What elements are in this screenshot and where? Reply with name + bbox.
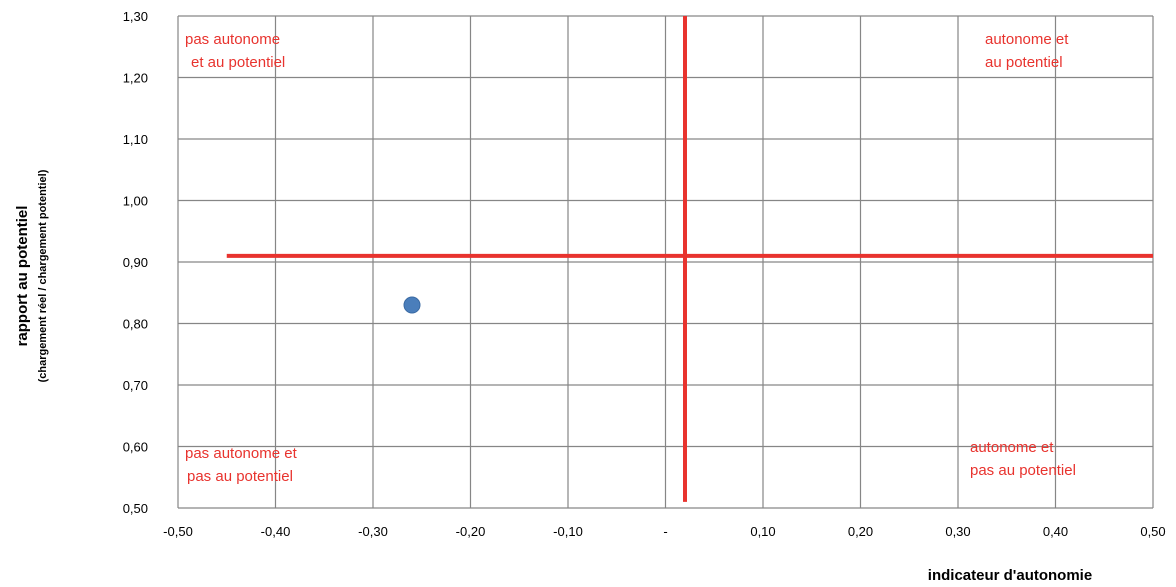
y-tick-label: 0,90 xyxy=(123,255,148,270)
x-tick-label: 0,40 xyxy=(1043,524,1068,539)
y-tick-label: 1,00 xyxy=(123,194,148,209)
x-tick-label: 0,20 xyxy=(848,524,873,539)
x-tick-label: -0,40 xyxy=(261,524,291,539)
quadrant-label-line: autonome et xyxy=(985,31,1069,48)
quadrant-label-top-right: autonome et au potentiel xyxy=(985,31,1069,71)
y-tick-label: 0,80 xyxy=(123,317,148,332)
x-tick-label: -0,50 xyxy=(163,524,193,539)
y-tick-label: 1,20 xyxy=(123,71,148,86)
y-tick-label: 0,50 xyxy=(123,501,148,516)
x-axis-label: indicateur d'autonomie xyxy=(928,567,1092,584)
quadrant-label-bottom-right: autonome et pas au potentiel xyxy=(970,439,1076,479)
x-tick-label: -0,10 xyxy=(553,524,583,539)
y-axis-label: rapport au potentiel xyxy=(14,206,31,347)
y-tick-label: 1,10 xyxy=(123,132,148,147)
quadrant-label-line: pas au potentiel xyxy=(970,462,1076,479)
y-tick-label: 1,30 xyxy=(123,9,148,24)
x-tick-labels: -0,50 -0,40 -0,30 -0,20 -0,10-0,10 0,20 0,30 0,… xyxy=(163,524,1165,539)
x-tick-label: -0,30 xyxy=(358,524,388,539)
x-tick-label: 0,30 xyxy=(945,524,970,539)
quadrant-label-line: et au potentiel xyxy=(191,54,285,71)
quadrant-label-line: pas au potentiel xyxy=(187,468,293,485)
quadrant-label-top-left: pas autonome et au potentiel xyxy=(185,31,285,71)
x-tick-label: 0,50 xyxy=(1140,524,1165,539)
x-tick-label: 0,10 xyxy=(750,524,775,539)
grid xyxy=(177,15,1154,509)
quadrant-label-line: pas autonome xyxy=(185,31,280,48)
y-axis-sublabel: (chargement réel / chargement potentiel) xyxy=(37,169,49,382)
quadrant-label-line: pas autonome et xyxy=(185,445,298,462)
data-points xyxy=(403,296,421,314)
x-tick-label: - xyxy=(663,524,667,539)
quadrant-label-line: autonome et xyxy=(970,439,1054,456)
reference-lines xyxy=(226,16,1153,502)
y-tick-label: 0,60 xyxy=(123,440,148,455)
x-tick-label: -0,20 xyxy=(456,524,486,539)
quadrant-label-line: au potentiel xyxy=(985,54,1063,71)
y-tick-labels: 0,50 0,60 0,70 0,80 0,90 1,00 1,10 1,20 1,30 xyxy=(123,9,148,516)
data-point xyxy=(403,296,421,314)
y-tick-label: 0,70 xyxy=(123,378,148,393)
quadrant-label-bottom-left: pas autonome et pas au potentiel xyxy=(185,445,298,485)
